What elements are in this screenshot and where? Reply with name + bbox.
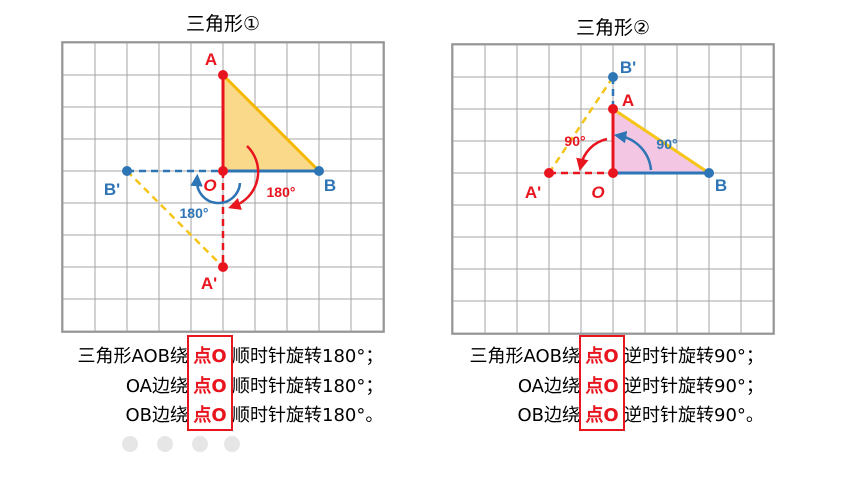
edge-ab bbox=[221, 73, 321, 173]
highlight-box bbox=[187, 335, 233, 431]
statement-before: OA边绕 bbox=[126, 376, 188, 397]
statements: 三角形AOB绕 点O 顺时针旋转180°；OA边绕 点O 顺时针旋转180°；OB边绕点… bbox=[77, 345, 763, 426]
points bbox=[122, 70, 324, 272]
statement-point: 点O bbox=[193, 375, 226, 397]
statement-after: 逆时针旋转90°； bbox=[624, 346, 764, 367]
point-label: A' bbox=[201, 274, 217, 293]
grid-border bbox=[61, 41, 385, 333]
statement-before: OB边绕 bbox=[125, 405, 188, 426]
panel-title: 三角形② bbox=[576, 17, 650, 39]
edge-ab-rotated bbox=[126, 170, 224, 268]
statement-after: 顺时针旋转180°。 bbox=[232, 405, 383, 426]
point-label: O bbox=[203, 176, 216, 195]
statement-before: 三角形AOB绕 bbox=[469, 346, 580, 367]
angle-label: 90° bbox=[564, 133, 585, 149]
statement-before: OB边绕 bbox=[517, 405, 580, 426]
statement-before: OA边绕 bbox=[518, 376, 580, 397]
statement-point: 点O bbox=[585, 345, 618, 367]
angle-label: 90° bbox=[656, 136, 677, 152]
statement-before: 三角形AOB绕 bbox=[77, 346, 188, 367]
points bbox=[544, 72, 714, 178]
rotation-arc bbox=[613, 130, 653, 171]
panel-title: 三角形① bbox=[186, 13, 260, 35]
point-label: B bbox=[324, 176, 336, 195]
rotation-arc bbox=[228, 145, 260, 210]
highlight-box bbox=[579, 335, 625, 431]
statement-after: 顺时针旋转180°； bbox=[232, 346, 383, 367]
point-label: B' bbox=[620, 58, 636, 77]
angle-label: 180° bbox=[267, 184, 296, 200]
statement-point: 点O bbox=[585, 375, 618, 397]
point-label: A bbox=[622, 91, 634, 110]
point-label: O bbox=[591, 183, 604, 202]
statement-point: 点O bbox=[193, 404, 226, 426]
edge-ab-rotated bbox=[547, 76, 615, 174]
statement-point: 点O bbox=[193, 345, 226, 367]
grid-border bbox=[451, 43, 775, 335]
point-label: B bbox=[715, 176, 727, 195]
point-label: B' bbox=[104, 180, 120, 199]
statement-after: 顺时针旋转180°； bbox=[232, 376, 383, 397]
angle-label: 180° bbox=[180, 205, 209, 221]
rotation-arc bbox=[576, 137, 608, 172]
point-label: A bbox=[205, 50, 217, 69]
pager-dots bbox=[122, 436, 240, 452]
point-label: A' bbox=[525, 183, 541, 202]
edge-ab bbox=[612, 107, 710, 175]
rotation-arc bbox=[190, 173, 242, 205]
statement-after: 逆时针旋转90°； bbox=[624, 376, 764, 397]
statement-after: 逆时针旋转90°。 bbox=[624, 405, 764, 426]
statement-point: 点O bbox=[585, 404, 618, 426]
